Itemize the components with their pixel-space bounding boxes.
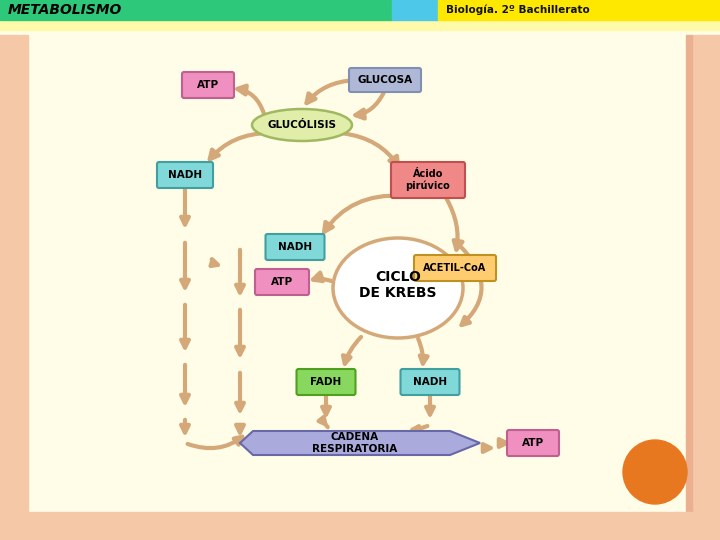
Bar [0, 512, 720, 540]
FancyBboxPatch shape [297, 369, 356, 395]
Bar [692, 35, 720, 512]
Bar [0, 20, 720, 30]
Text: NADH: NADH [168, 170, 202, 180]
Text: CICLO
DE KREBS: CICLO DE KREBS [359, 270, 437, 300]
FancyBboxPatch shape [507, 430, 559, 456]
FancyBboxPatch shape [400, 369, 459, 395]
Text: ATP: ATP [271, 277, 293, 287]
Text: NADH: NADH [278, 242, 312, 252]
Ellipse shape [333, 238, 463, 338]
FancyBboxPatch shape [182, 72, 234, 98]
Text: Biología. 2º Bachillerato: Biología. 2º Bachillerato [446, 5, 590, 15]
Text: ATP: ATP [522, 438, 544, 448]
Bar [392, 0, 438, 20]
Bar [0, 35, 28, 512]
Bar [438, 0, 720, 20]
FancyBboxPatch shape [157, 162, 213, 188]
FancyBboxPatch shape [255, 269, 309, 295]
FancyBboxPatch shape [414, 255, 496, 281]
Ellipse shape [252, 109, 352, 141]
FancyBboxPatch shape [349, 68, 421, 92]
Text: NADH: NADH [413, 377, 447, 387]
Text: GLUCOSA: GLUCOSA [357, 75, 413, 85]
Polygon shape [240, 431, 480, 455]
FancyBboxPatch shape [391, 162, 465, 198]
Circle shape [623, 440, 687, 504]
Text: ATP: ATP [197, 80, 219, 90]
Text: GLUCÓLISIS: GLUCÓLISIS [268, 120, 336, 130]
Text: ACETIL-CoA: ACETIL-CoA [423, 263, 487, 273]
FancyBboxPatch shape [266, 234, 325, 260]
Text: CADENA
RESPIRATORIA: CADENA RESPIRATORIA [312, 432, 397, 454]
Bar [686, 35, 692, 512]
Text: METABOLISMO: METABOLISMO [8, 3, 122, 17]
Text: FADH: FADH [310, 377, 341, 387]
Bar [0, 0, 392, 20]
Text: Ácido
pirúvico: Ácido pirúvico [405, 169, 451, 191]
